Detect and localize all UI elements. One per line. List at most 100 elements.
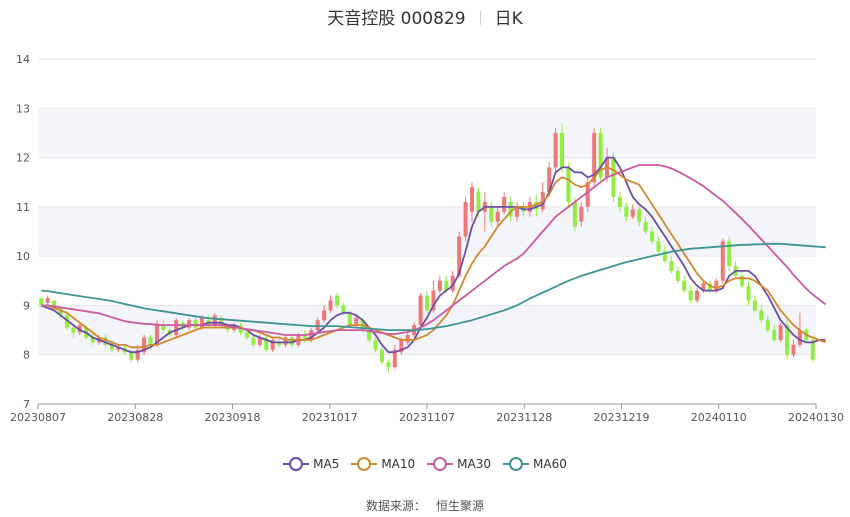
candle-body xyxy=(142,337,147,353)
candle-body xyxy=(450,275,455,291)
candle xyxy=(675,266,680,284)
candle-body xyxy=(701,283,706,291)
candle xyxy=(270,337,275,353)
x-tick-20231219: 20231219 xyxy=(594,411,650,424)
candle-body xyxy=(778,325,783,340)
candle-body xyxy=(52,300,57,308)
chart-title: 天音控股 000829 日K xyxy=(0,4,850,29)
candle-body xyxy=(785,325,790,355)
x-tick-20240110: 20240110 xyxy=(691,411,747,424)
legend-label: MA5 xyxy=(313,457,340,471)
legend-item-ma10[interactable]: MA10 xyxy=(351,457,415,471)
candle-body xyxy=(566,167,571,202)
x-tick-20231107: 20231107 xyxy=(399,411,455,424)
candle-body xyxy=(347,312,352,326)
candle-body xyxy=(328,300,333,311)
candle-body xyxy=(592,132,597,183)
candle-body xyxy=(283,337,288,345)
candle xyxy=(759,305,764,323)
candle-body xyxy=(669,261,674,271)
candle xyxy=(161,320,166,333)
x-tick-20240130: 20240130 xyxy=(788,411,844,424)
legend-marker-icon xyxy=(351,457,378,471)
candle xyxy=(379,347,384,365)
candle xyxy=(45,295,50,306)
candle-body xyxy=(437,280,442,291)
legend-marker-icon xyxy=(427,457,454,471)
candle xyxy=(579,201,584,227)
candle-body xyxy=(675,270,680,281)
candle xyxy=(534,194,539,217)
candle-body xyxy=(289,337,294,345)
candle-body xyxy=(431,290,436,311)
candle xyxy=(39,298,44,308)
candle-body xyxy=(379,349,384,363)
candle xyxy=(386,359,391,372)
candle-body xyxy=(373,339,378,350)
candle-body xyxy=(193,320,198,328)
candle xyxy=(193,317,198,331)
candle-body xyxy=(797,330,802,345)
candle xyxy=(630,204,635,220)
candle-body xyxy=(392,349,397,368)
candle xyxy=(637,206,642,227)
candle-body xyxy=(662,251,667,262)
band-12 xyxy=(38,108,816,158)
x-tick-20231017: 20231017 xyxy=(302,411,358,424)
y-tick-11: 11 xyxy=(16,201,30,214)
candle xyxy=(598,128,603,183)
candle xyxy=(405,332,410,345)
candle-body xyxy=(643,221,648,232)
period-label[interactable]: 日K xyxy=(494,9,523,29)
candle xyxy=(431,280,436,313)
candle-body xyxy=(656,241,661,252)
candle-body xyxy=(746,285,751,301)
candle xyxy=(334,293,339,308)
candle xyxy=(425,290,429,313)
legend-label: MA30 xyxy=(457,457,492,471)
candle-body xyxy=(135,349,140,360)
candle-body xyxy=(71,327,76,333)
candle xyxy=(322,305,327,323)
candle-body xyxy=(64,315,69,328)
candle xyxy=(450,270,455,294)
source-label: 数据来源： xyxy=(365,499,426,513)
candle-body xyxy=(354,317,359,326)
candle-body xyxy=(322,310,327,321)
candle xyxy=(611,152,616,202)
candle-body xyxy=(154,325,159,345)
candle-body xyxy=(759,310,764,321)
legend-item-ma30[interactable]: MA30 xyxy=(427,457,491,471)
candle xyxy=(437,275,442,294)
candle-body xyxy=(315,320,320,331)
candle xyxy=(740,270,745,289)
y-tick-12: 12 xyxy=(16,152,30,165)
legend-item-ma5[interactable]: MA5 xyxy=(283,457,339,471)
candle-body xyxy=(277,342,282,345)
candle xyxy=(244,330,249,340)
candle-body xyxy=(270,339,275,350)
x-tick-20230807: 20230807 xyxy=(10,411,66,424)
candle-body xyxy=(77,325,82,333)
data-source: 数据来源： 恒生聚源 xyxy=(0,497,850,514)
legend-item-ma60[interactable]: MA60 xyxy=(503,457,567,471)
ma60-line xyxy=(41,242,826,332)
candle xyxy=(77,322,82,335)
candle-body xyxy=(109,344,114,350)
candle-body xyxy=(720,241,725,281)
candle xyxy=(617,192,622,212)
candle xyxy=(71,325,76,338)
candle-body xyxy=(508,201,513,217)
candle-body xyxy=(457,236,462,276)
candle xyxy=(682,275,687,294)
candle xyxy=(650,226,655,244)
candle-body xyxy=(444,280,449,291)
x-axis-labels: 20230807 20230828 20230918 20231017 20231107… xyxy=(10,411,844,424)
candle xyxy=(116,344,121,353)
candle-body xyxy=(714,280,719,291)
candle-body xyxy=(174,320,179,335)
candle xyxy=(470,182,475,222)
candle xyxy=(418,293,423,328)
candle xyxy=(502,192,507,215)
